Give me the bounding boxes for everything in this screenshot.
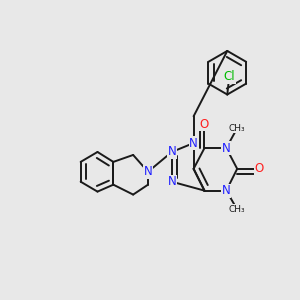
Text: CH₃: CH₃ [229,124,245,133]
Text: N: N [222,142,231,154]
Text: N: N [167,146,176,158]
Text: Cl: Cl [224,70,235,83]
Text: O: O [254,162,264,175]
Text: N: N [222,184,231,197]
Text: N: N [167,175,176,188]
Text: N: N [144,165,152,178]
Text: CH₃: CH₃ [229,205,245,214]
Text: N: N [189,136,198,150]
Text: O: O [200,118,209,131]
